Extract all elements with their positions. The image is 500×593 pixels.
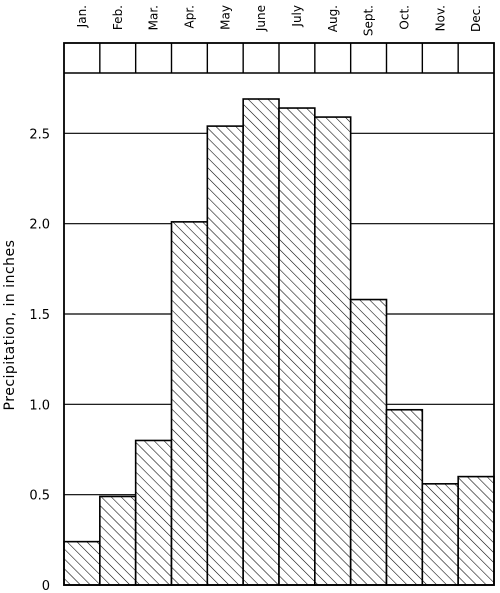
bar [242,98,280,586]
y-axis-title: Precipitation, in inches [2,240,18,411]
month-label: June [254,5,268,32]
bar [63,540,101,586]
bar [421,483,459,586]
y-tick-label: 0 [42,579,50,593]
bar [314,116,352,586]
bar [134,439,173,586]
month-label: Aug. [326,5,340,32]
bar [385,408,424,586]
bars [63,98,495,586]
month-label: Sept. [362,5,376,36]
bar [170,221,209,586]
month-label: July [290,5,304,28]
month-dividers [99,43,459,73]
y-tick-label: 2.0 [29,218,50,233]
y-tick-label: 0.5 [29,489,50,504]
month-label: Nov. [433,5,447,31]
month-label: Apr. [182,5,196,28]
bar [206,125,244,586]
y-tick-label: 1.0 [29,398,50,413]
y-tick-labels: 0 0.5 1.0 1.5 2.0 2.5 [29,127,50,593]
bar [457,475,495,586]
month-label: Mar. [147,5,161,30]
month-label: May [218,5,232,30]
month-label: Jan. [75,5,89,28]
bar [99,495,137,586]
month-label: Feb. [111,5,125,30]
bar [349,298,388,586]
month-labels: Jan. Feb. Mar. Apr. May June July Aug. Sept. Oct.… [75,5,483,36]
month-label: Oct. [397,5,411,30]
y-tick-label: 2.5 [29,127,50,142]
bar [278,107,316,586]
month-label: Dec. [469,5,483,32]
y-tick-label: 1.5 [29,308,50,323]
